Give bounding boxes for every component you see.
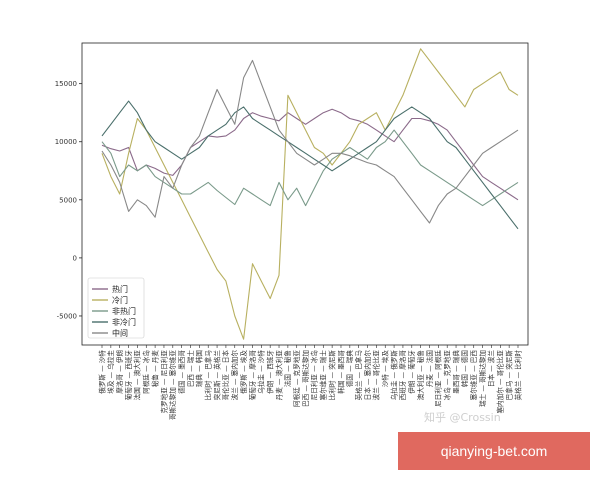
x-tick-label: 塞内加尔 — 哥伦比亚 — [496, 350, 505, 414]
x-tick-label: 德国 — 墨西哥 — [177, 350, 186, 394]
x-tick-label: 西班牙 — 摩洛哥 — [398, 350, 407, 401]
x-tick-label: 葡萄牙 — 摩洛哥 — [248, 350, 257, 401]
legend-label: 热门 — [112, 284, 128, 294]
x-tick-label: 伊朗 — 西班牙 — [265, 350, 274, 394]
x-tick-label: 法国 — 澳大利亚 — [133, 350, 142, 401]
y-tick-label: 10000 — [55, 138, 77, 146]
x-tick-label: 哥伦比亚 — 日本 — [221, 350, 230, 401]
x-tick-label: 韩国 — 墨西哥 — [336, 350, 345, 394]
y-axis: -5000 0 5000 10000 15000 — [55, 80, 82, 320]
series-line-4 — [101, 100, 519, 230]
legend-label: 非冷门 — [112, 317, 136, 327]
x-tick-label: 塞尔维亚 — 瑞士 — [319, 350, 328, 401]
x-tick-label: 俄罗斯 — 沙特 — [97, 350, 106, 394]
x-tick-label: 塞尔维亚 — 巴西 — [469, 350, 478, 401]
plot-area-frame — [81, 42, 529, 346]
x-tick-label: 日本 — 塞内加尔 — [363, 350, 372, 401]
x-tick-label: 乌拉圭 — 沙特 — [257, 350, 266, 394]
x-tick-label: 法国 — 秘鲁 — [283, 350, 292, 388]
x-tick-label: 澳大利亚 — 秘鲁 — [416, 350, 425, 401]
x-tick-label: 埃及 — 乌拉圭 — [106, 350, 115, 394]
x-tick-label: 日本 — 波兰 — [487, 350, 496, 388]
x-tick-label: 瑞士 — 哥斯达黎加 — [478, 350, 487, 407]
x-tick-label: 沙特 — 埃及 — [381, 350, 390, 388]
x-tick-label: 波兰 — 哥伦比亚 — [372, 350, 381, 401]
y-tick-label: 5000 — [59, 196, 77, 204]
x-tick-label: 俄罗斯 — 埃及 — [239, 350, 248, 394]
x-tick-label: 英格兰 — 比利时 — [513, 350, 522, 401]
series-lines — [101, 48, 519, 340]
x-tick-label: 墨西哥 — 瑞典 — [451, 350, 460, 394]
legend-label: 冷门 — [112, 295, 128, 305]
x-tick-label: 巴西 — 哥斯达黎加 — [301, 350, 310, 407]
legend-box — [87, 277, 145, 339]
x-tick-label: 丹麦 — 澳大利亚 — [274, 350, 283, 401]
series-line-5 — [101, 59, 519, 224]
x-tick-label: 冰岛 — 克罗地亚 — [442, 350, 451, 401]
x-tick-label: 韩国 — 德国 — [460, 350, 469, 388]
watermark-text: 知乎 @Crossin — [424, 411, 501, 424]
x-tick-label: 尼日利亚 — 阿根廷 — [434, 350, 443, 407]
x-axis: 俄罗斯 — 沙特 埃及 — 乌拉圭 摩洛哥 — 伊朗 葡萄牙 — 西班牙 法国 — 澳大… — [97, 345, 522, 420]
legend-label: 非热门 — [112, 306, 136, 316]
x-tick-label: 比利时 — 突尼斯 — [327, 350, 336, 401]
x-tick-label: 克罗地亚 — 尼日利亚 — [159, 350, 168, 414]
x-tick-label: 巴拿马 — 突尼斯 — [504, 350, 513, 401]
series-line-2 — [101, 48, 519, 340]
x-tick-label: 英格兰 — 巴拿马 — [354, 350, 363, 401]
legend-label: 中间 — [112, 328, 128, 338]
y-tick-label: -5000 — [57, 312, 77, 320]
y-tick-label: 15000 — [55, 80, 77, 88]
banner-link[interactable]: qianying-bet.com — [398, 432, 590, 470]
x-tick-label: 波兰 — 塞内加尔 — [230, 350, 239, 401]
x-tick-label: 瑞典 — 韩国 — [195, 350, 204, 388]
x-tick-label: 乌拉圭 — 俄罗斯 — [389, 350, 398, 401]
series-line-3 — [101, 129, 519, 207]
x-tick-label: 丹麦 — 法国 — [425, 350, 434, 388]
x-tick-label: 比利时 — 巴拿马 — [204, 350, 213, 401]
series-line-1 — [101, 108, 519, 201]
y-tick-label: 0 — [73, 254, 77, 262]
x-tick-label: 摩洛哥 — 伊朗 — [115, 350, 124, 394]
x-tick-label: 阿根廷 — 克罗地亚 — [292, 350, 301, 407]
x-tick-label: 突尼斯 — 英格兰 — [212, 350, 221, 401]
x-tick-label: 阿根廷 — 冰岛 — [142, 350, 151, 394]
x-tick-label: 尼日利亚 — 冰岛 — [310, 350, 319, 401]
x-tick-label: 巴西 — 瑞士 — [186, 350, 195, 388]
x-tick-label: 葡萄牙 — 西班牙 — [124, 350, 133, 401]
x-tick-label: 伊朗 — 葡萄牙 — [407, 350, 416, 394]
x-tick-label: 秘鲁 — 丹麦 — [150, 350, 159, 388]
x-tick-label: 哥斯达黎加 — 塞尔维亚 — [168, 350, 177, 421]
x-tick-label: 德国 — 瑞典 — [345, 350, 354, 388]
